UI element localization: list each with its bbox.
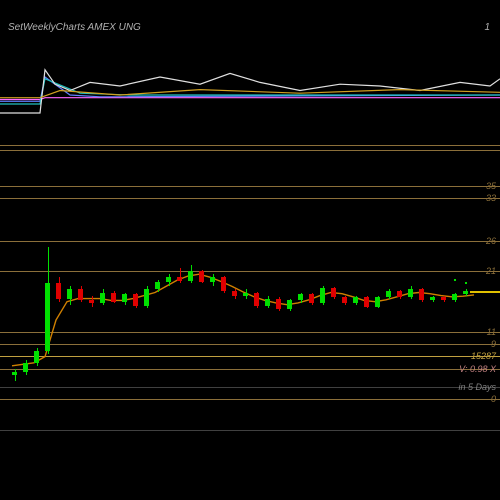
candle-body	[100, 293, 105, 303]
candle-body	[89, 300, 94, 302]
candle-body	[56, 283, 61, 298]
candle-body	[34, 351, 39, 363]
last-price-line	[470, 291, 500, 293]
candle-body	[342, 297, 347, 303]
candle-body	[419, 289, 424, 299]
candle-body	[210, 277, 215, 282]
candle-body	[188, 271, 193, 281]
candle-body	[67, 289, 72, 298]
candle-body	[122, 294, 127, 301]
candle-body	[463, 291, 468, 294]
candle-body	[177, 277, 182, 281]
candle-body	[133, 294, 138, 306]
candle-body	[331, 288, 336, 297]
candle-body	[353, 297, 358, 303]
candle-body	[254, 293, 259, 306]
candle-body	[144, 289, 149, 306]
candle-body	[232, 291, 237, 296]
candle-body	[397, 291, 402, 297]
candle-body	[430, 297, 435, 300]
candle-body	[287, 300, 292, 309]
candle-body	[45, 283, 50, 350]
candle-body	[243, 293, 248, 296]
candle-body	[199, 271, 204, 282]
candle-body	[276, 299, 281, 309]
candle-body	[265, 299, 270, 306]
candle-body	[375, 297, 380, 307]
signal-dot	[454, 279, 456, 281]
candle-body	[111, 293, 116, 302]
candle-body	[12, 372, 17, 375]
candle-body	[386, 291, 391, 297]
candle-body	[78, 289, 83, 300]
candle-body	[441, 297, 446, 301]
candle-body	[155, 282, 160, 289]
candle-body	[309, 294, 314, 303]
candle-wick	[15, 369, 16, 381]
candle-body	[221, 277, 226, 290]
candle-body	[452, 294, 457, 301]
candle-body	[23, 363, 28, 372]
candle-body	[408, 289, 413, 296]
price-panel-overlay	[0, 0, 500, 500]
candle-body	[364, 297, 369, 307]
candle-body	[320, 288, 325, 303]
chart-stage: SetWeeklyCharts AMEX UNG1353326211191528…	[0, 0, 500, 500]
candle-body	[166, 277, 171, 282]
candle-body	[298, 294, 303, 300]
signal-dot	[465, 282, 467, 284]
